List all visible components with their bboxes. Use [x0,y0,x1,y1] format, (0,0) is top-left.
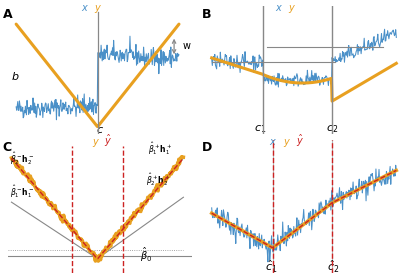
Text: $\hat{\beta}_1^-\mathbf{h}_1^-$: $\hat{\beta}_1^-\mathbf{h}_1^-$ [10,183,34,200]
Text: $c_2$: $c_2$ [326,123,338,135]
Text: y: y [94,3,100,13]
Text: $\hat{y}$: $\hat{y}$ [104,133,112,149]
Text: $\hat{c}_1$: $\hat{c}_1$ [264,259,277,275]
Text: $\hat{c}_2$: $\hat{c}_2$ [327,259,340,275]
Text: x: x [275,3,281,13]
Text: w: w [182,42,190,52]
Text: y: y [93,137,98,147]
Text: c: c [97,125,103,135]
Text: $\hat{\beta}_2^-\mathbf{h}_2^-$: $\hat{\beta}_2^-\mathbf{h}_2^-$ [10,150,34,167]
Text: y: y [283,137,289,147]
Text: x: x [270,137,275,147]
Text: A: A [2,8,12,21]
Text: $\hat{\beta}_2^+\mathbf{h}_2^+$: $\hat{\beta}_2^+\mathbf{h}_2^+$ [146,171,170,188]
Text: $\hat{y}$: $\hat{y}$ [296,133,304,149]
Text: B: B [202,8,212,21]
Text: b: b [12,72,19,82]
Text: C: C [2,141,12,154]
Text: $c_1$: $c_1$ [254,123,266,135]
Text: $\hat{\beta}_1^+\mathbf{h}_1^+$: $\hat{\beta}_1^+\mathbf{h}_1^+$ [148,140,172,157]
Text: $\hat{\beta}_0$: $\hat{\beta}_0$ [140,246,153,264]
Text: D: D [202,141,212,154]
Text: y: y [289,3,294,13]
Text: x: x [82,3,87,13]
